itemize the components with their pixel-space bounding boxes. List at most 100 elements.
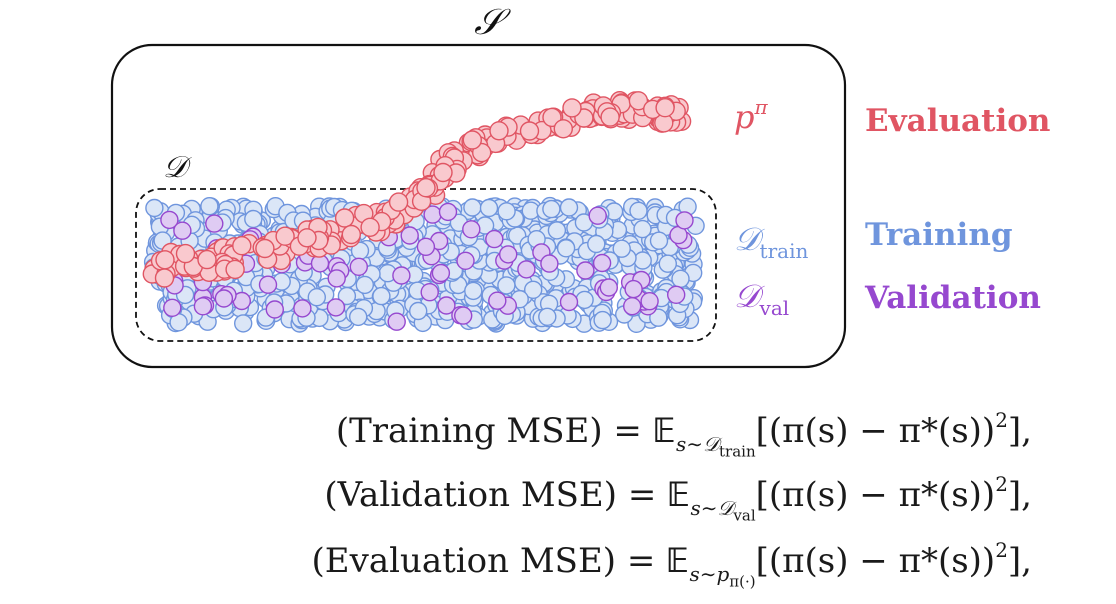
- training-point: [355, 275, 374, 295]
- expectation-symbol: 𝔼: [667, 475, 691, 515]
- validation-point: [485, 229, 504, 249]
- validation-point: [675, 211, 694, 230]
- evaluation-point: [489, 121, 509, 141]
- svg-text:𝒟train: 𝒟train: [734, 220, 808, 263]
- set-s-label: 𝒮: [474, 2, 511, 43]
- validation-point: [327, 269, 346, 288]
- evaluation-point: [553, 119, 573, 139]
- validation-point: [400, 226, 419, 245]
- validation-point: [499, 245, 518, 264]
- training-point: [658, 254, 677, 273]
- evaluation-point: [416, 177, 436, 198]
- equation-evaluation-mse: (Evaluation MSE) = 𝔼s∼pπ(·)[(π(s) − π*(s…: [311, 538, 1032, 591]
- training-point: [575, 290, 594, 310]
- validation-point: [437, 296, 456, 315]
- validation-point: [640, 292, 659, 311]
- evaluation-point: [388, 192, 409, 212]
- p-pi-label: pπ: [734, 95, 768, 136]
- validation-point: [588, 206, 607, 225]
- training-point: [463, 198, 482, 217]
- evaluation-point: [334, 208, 355, 228]
- validation-point: [214, 289, 234, 308]
- legend-training: Training: [865, 217, 1013, 253]
- validation-point: [293, 299, 312, 318]
- validation-point: [205, 214, 224, 233]
- validation-point: [160, 210, 179, 230]
- evaluation-point: [154, 268, 175, 288]
- validation-point: [438, 202, 458, 222]
- svg-text:𝒟val: 𝒟val: [734, 277, 789, 320]
- expectation-symbol: 𝔼: [666, 541, 690, 581]
- legend-evaluation: Evaluation: [865, 103, 1050, 139]
- evaluation-point: [275, 226, 295, 246]
- evaluation-point: [655, 97, 675, 118]
- evaluation-point: [155, 250, 175, 270]
- training-point: [547, 221, 567, 240]
- evaluation-point: [433, 162, 453, 183]
- equation-validation-mse: (Validation MSE) = 𝔼s∼𝒟val[(π(s) − π*(s)…: [324, 472, 1032, 525]
- eq-training-lhs: (Training MSE): [335, 411, 603, 451]
- validation-point: [173, 221, 192, 240]
- training-point: [559, 198, 579, 217]
- validation-point: [387, 312, 406, 331]
- training-point: [464, 281, 483, 301]
- evaluation-point: [232, 235, 252, 256]
- training-point: [633, 219, 652, 239]
- validation-point: [392, 266, 411, 285]
- training-point: [409, 301, 428, 321]
- training-point: [337, 286, 357, 306]
- evaluation-point: [600, 107, 620, 127]
- validation-point: [416, 237, 436, 257]
- training-point: [629, 201, 648, 221]
- training-point: [538, 307, 557, 326]
- training-point: [649, 308, 668, 327]
- training-point: [479, 198, 499, 218]
- eq-validation-lhs: (Validation MSE): [324, 475, 618, 515]
- d-train-label: 𝒟train: [734, 220, 808, 263]
- training-point: [587, 234, 606, 254]
- evaluation-point: [519, 121, 540, 141]
- validation-point: [349, 257, 368, 276]
- training-point: [524, 280, 543, 299]
- d-val-label: 𝒟val: [734, 277, 789, 320]
- evaluation-point: [297, 228, 317, 248]
- validation-point: [193, 297, 213, 316]
- validation-point: [599, 278, 618, 297]
- training-point: [307, 288, 326, 307]
- training-point: [671, 269, 690, 288]
- validation-point: [624, 279, 643, 299]
- validation-point: [623, 297, 642, 316]
- evaluation-point: [462, 130, 482, 150]
- validation-point: [456, 251, 475, 270]
- validation-point: [454, 306, 473, 325]
- validation-point: [326, 298, 346, 317]
- legend-validation: Validation: [864, 280, 1041, 316]
- evaluation-point: [197, 249, 217, 270]
- training-point: [244, 209, 263, 229]
- evaluation-point: [562, 98, 582, 118]
- training-point: [372, 286, 391, 306]
- validation-point: [540, 254, 559, 273]
- training-point: [497, 276, 516, 295]
- training-point: [633, 251, 652, 270]
- evaluation-point: [225, 259, 245, 280]
- evaluation-points: [142, 90, 692, 288]
- expectation-symbol: 𝔼: [652, 411, 677, 451]
- eq-evaluation-lhs: (Evaluation MSE): [311, 541, 617, 581]
- svg-text:pπ: pπ: [734, 95, 768, 136]
- validation-point: [163, 298, 182, 317]
- validation-point: [592, 253, 612, 273]
- training-point: [612, 239, 631, 258]
- equation-training-mse: (Training MSE) = 𝔼s∼𝒟train[(π(s) − π*(s)…: [335, 408, 1032, 461]
- validation-point: [667, 285, 686, 304]
- evaluation-point: [628, 91, 649, 111]
- training-point: [200, 196, 219, 216]
- training-point: [593, 310, 612, 330]
- training-point: [233, 314, 253, 333]
- validation-point: [576, 261, 595, 280]
- validation-point: [431, 263, 451, 283]
- training-point: [349, 307, 368, 327]
- validation-point: [265, 300, 284, 319]
- evaluation-point: [175, 243, 196, 264]
